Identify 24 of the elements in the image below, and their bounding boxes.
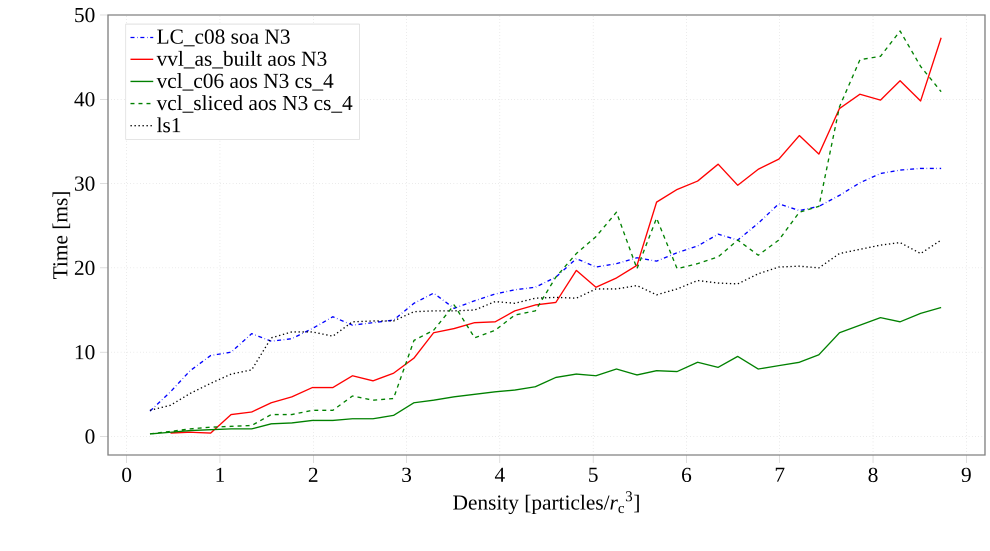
x-tick-label: 9 [962, 468, 971, 482]
legend-label: vvl_as_built aos N3 [156, 50, 326, 68]
y-tick-label: 20 [74, 260, 94, 276]
y-axis-title: Time [ms] [52, 192, 70, 279]
legend-label: vcl_c06 aos N3 cs_4 [156, 73, 334, 91]
legend-label: ls1 [156, 117, 180, 132]
legend-label: LC_c08 soa N3 [157, 29, 290, 46]
line-series [149, 168, 942, 412]
x-tick-label: 6 [682, 468, 692, 482]
x-tick-label: 1 [216, 468, 224, 482]
x-tick-label: 4 [494, 468, 505, 482]
y-tick-label: 30 [74, 176, 94, 191]
x-tick-label: 8 [868, 468, 878, 482]
x-tick-label: 3 [402, 468, 412, 482]
legend-label: vcl_sliced aos N3 cs_4 [156, 95, 352, 113]
y-tick-label: 50 [75, 8, 94, 22]
x-tick-label: 2 [308, 468, 318, 482]
x-tick-label: 0 [122, 468, 132, 482]
y-tick-label: 10 [76, 344, 94, 360]
x-tick-label: 5 [589, 468, 598, 482]
x-tick-label: 7 [776, 468, 784, 482]
y-tick-label: 40 [74, 92, 94, 106]
x-axis-title: Density [particles/r$_{c}$$^{3}$] [453, 491, 639, 514]
y-tick-label: 0 [85, 429, 94, 444]
